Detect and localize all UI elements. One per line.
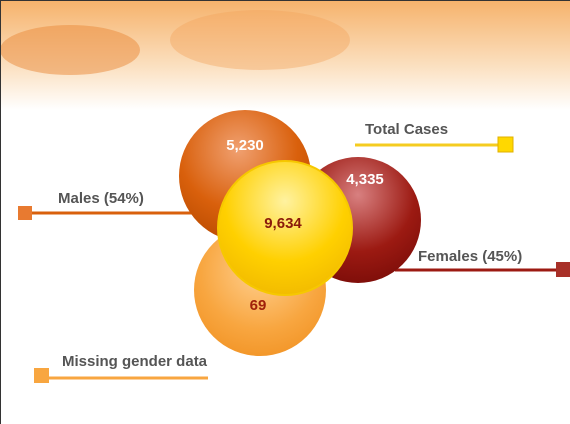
total-marker xyxy=(497,136,514,153)
females-value: 4,335 xyxy=(346,171,384,188)
banner-splash xyxy=(170,10,350,70)
total-circle xyxy=(217,160,353,296)
males-value: 5,230 xyxy=(226,137,264,154)
missing-value: 69 xyxy=(250,297,267,314)
females-label: Females (45%) xyxy=(418,248,522,265)
females-marker xyxy=(556,262,570,277)
males-label: Males (54%) xyxy=(58,190,144,207)
males-marker xyxy=(18,206,32,220)
banner-splash xyxy=(0,25,140,75)
total-label: Total Cases xyxy=(365,121,448,138)
missing-marker xyxy=(34,368,49,383)
total-value: 9,634 xyxy=(264,215,302,232)
missing-label: Missing gender data xyxy=(62,353,208,370)
